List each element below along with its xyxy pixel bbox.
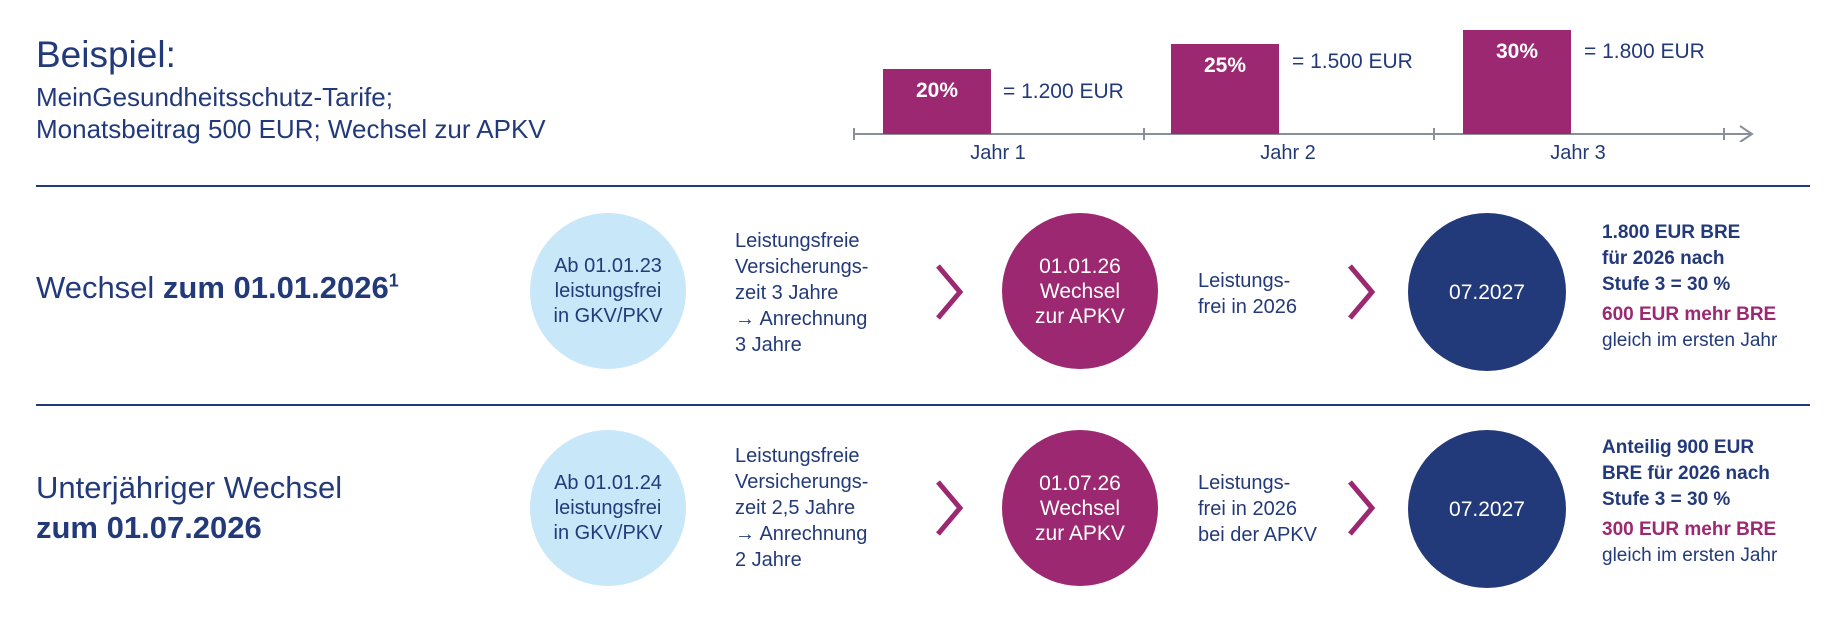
free-text-1: Leistungs- frei in 2026 — [1198, 270, 1297, 318]
step-bar-3: 30% — [1463, 30, 1571, 134]
result-2-highlight: 300 EUR mehr BRE — [1602, 519, 1777, 540]
free-text-2: Leistungs- frei in 2026 bei der APKV — [1198, 472, 1317, 546]
step-amount-1: = 1.200 EUR — [1003, 80, 1124, 103]
start-circle-1: Ab 01.01.23 leistungsfrei in GKV/PKV — [530, 213, 686, 369]
step-amount-2: = 1.500 EUR — [1292, 50, 1413, 73]
chevron-right-icon — [1348, 480, 1376, 536]
insurance-text-1: Leistungsfreie Versicherungs- zeit 3 Jah… — [735, 230, 869, 356]
end-circle-2: 07.2027 — [1408, 430, 1566, 588]
row-2-heading: Unterjähriger Wechsel zum 01.07.2026 — [36, 470, 343, 545]
chevron-right-icon — [1348, 264, 1376, 320]
year-label-1: Jahr 1 — [970, 142, 1026, 164]
switch-circle-2: 01.07.26 Wechsel zur APKV — [1002, 430, 1158, 586]
result-2-note: gleich im ersten Jahr — [1602, 545, 1778, 566]
year-label-3: Jahr 3 — [1550, 142, 1606, 164]
result-1-main: 1.800 EUR BRE für 2026 nach Stufe 3 = 30… — [1602, 222, 1741, 295]
step-bar-2: 25% — [1171, 44, 1279, 134]
result-2: Anteilig 900 EUR BRE für 2026 nach Stufe… — [1602, 435, 1777, 569]
divider-middle — [36, 404, 1810, 406]
result-1-note: gleich im ersten Jahr — [1602, 330, 1778, 351]
row-1-heading: Wechsel zum 01.01.20261 — [36, 270, 399, 305]
result-2-main: Anteilig 900 EUR BRE für 2026 nach Stufe… — [1602, 437, 1770, 510]
chevron-right-icon — [936, 480, 964, 536]
step-amount-3: = 1.800 EUR — [1584, 40, 1705, 63]
page-title: Beispiel: — [36, 34, 176, 75]
end-circle-1: 07.2027 — [1408, 213, 1566, 371]
divider-top — [36, 185, 1810, 187]
subtitle-line-2: Monatsbeitrag 500 EUR; Wechsel zur APKV — [36, 114, 546, 144]
insurance-text-2: Leistungsfreie Versicherungs- zeit 2,5 J… — [735, 445, 869, 571]
chevron-right-icon — [936, 264, 964, 320]
result-1: 1.800 EUR BRE für 2026 nach Stufe 3 = 30… — [1602, 220, 1777, 354]
timeline-axis — [853, 125, 1754, 142]
year-label-2: Jahr 2 — [1260, 142, 1316, 164]
subtitle-line-1: MeinGesundheitsschutz-Tarife; — [36, 82, 393, 112]
result-1-highlight: 600 EUR mehr BRE — [1602, 304, 1777, 325]
start-circle-2: Ab 01.01.24 leistungsfrei in GKV/PKV — [530, 430, 686, 586]
switch-circle-1: 01.01.26 Wechsel zur APKV — [1002, 213, 1158, 369]
step-bar-1: 20% — [883, 69, 991, 134]
